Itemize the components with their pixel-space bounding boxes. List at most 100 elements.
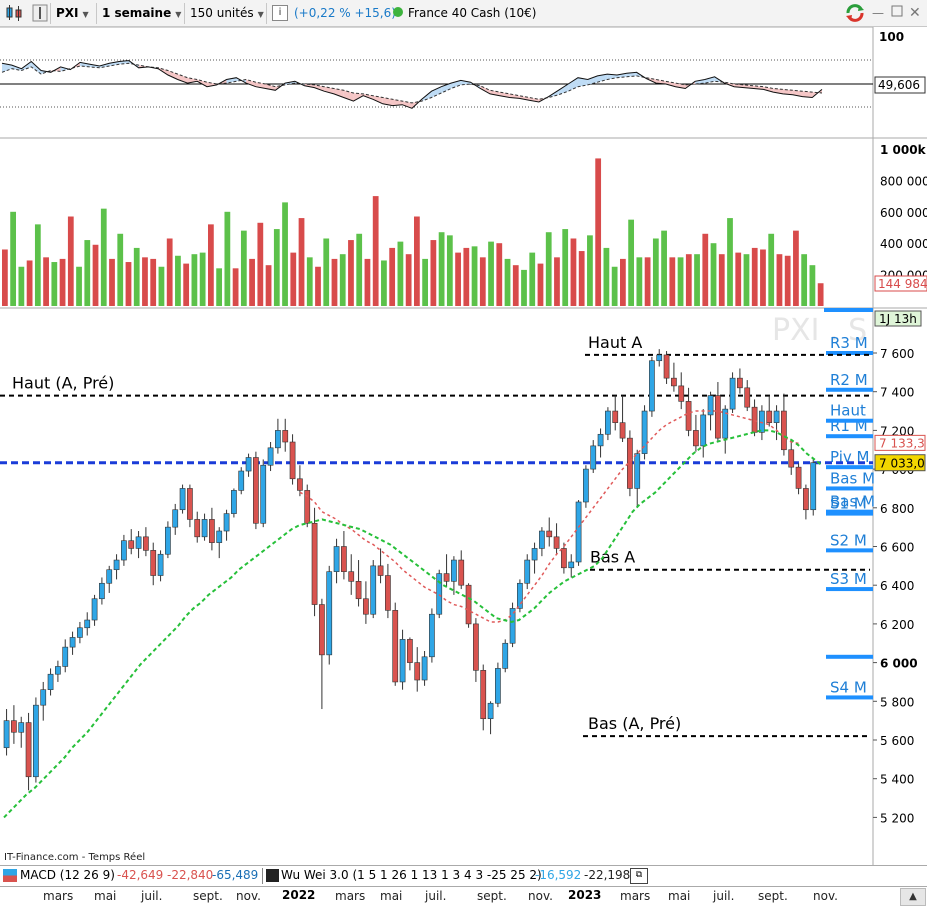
pivot-bar [826, 465, 873, 470]
osc-fill [177, 74, 188, 84]
volume-bar [306, 257, 313, 306]
candle [546, 530, 553, 538]
volume-bar [628, 219, 635, 306]
volume-bar [84, 240, 91, 306]
scroll-up-icon[interactable]: ▲ [900, 888, 926, 906]
candle [355, 581, 362, 600]
symbol-select[interactable]: PXI ▼ [56, 4, 89, 22]
osc-fill [246, 79, 256, 87]
candle [575, 501, 582, 563]
volume-bar [323, 238, 330, 306]
candle [172, 509, 179, 528]
macd-icon [3, 869, 17, 882]
osc-fill [782, 89, 793, 95]
pivot-label: S3 M [830, 570, 867, 588]
candle [238, 470, 245, 491]
osc-fill [207, 82, 217, 87]
settings-icon[interactable] [32, 3, 48, 22]
candle [363, 598, 369, 615]
candle [795, 466, 802, 489]
volume-bar [471, 246, 478, 306]
x-axis-month-label: nov. [236, 889, 261, 903]
macd-value-3: -65,489 [212, 868, 259, 882]
candle [495, 668, 501, 704]
candle [84, 619, 91, 629]
volume-bar [710, 243, 717, 306]
wuwei-label[interactable]: Wu Wei 3.0 (1 5 1 26 1 13 1 3 4 3 -25 25… [281, 868, 542, 882]
volume-bar [265, 265, 272, 306]
countdown-box [874, 310, 922, 327]
volume-bar [142, 257, 148, 306]
volume-bar [232, 268, 239, 306]
restore-icon[interactable] [891, 4, 903, 22]
candle [465, 584, 472, 625]
volume-bar [488, 241, 494, 306]
volume-bar [512, 265, 519, 306]
candle [597, 433, 604, 447]
pivot-label: R3 M [830, 334, 868, 352]
volume-bar [595, 158, 602, 306]
candle [157, 553, 164, 576]
chevron-down-icon: ▼ [175, 10, 182, 19]
units-select[interactable]: 150 unités ▼ [190, 4, 264, 22]
volume-bar [727, 218, 733, 306]
volume-bar [282, 202, 288, 306]
ma-value-box [874, 434, 926, 451]
osc-signal-line [1, 62, 823, 104]
volume-bar [133, 247, 140, 306]
candle [649, 360, 655, 412]
candle [590, 445, 597, 470]
volume-bar [422, 258, 429, 306]
osc-fill [597, 74, 608, 83]
countdown-label: 1J 13h [879, 312, 917, 326]
candle [121, 540, 127, 561]
refresh-icon[interactable] [844, 3, 866, 22]
candle [370, 565, 377, 615]
x-axis-month-label: mai [94, 889, 117, 903]
osc-value-label: 49,606 [878, 78, 920, 92]
osc-fill [31, 61, 42, 75]
volume-bar [570, 238, 577, 306]
candle [663, 354, 670, 379]
candle [348, 571, 355, 582]
osc-fill [558, 84, 569, 95]
window-icon[interactable]: ⧉ [630, 868, 648, 884]
candlestick-icon[interactable] [4, 3, 24, 21]
candle [605, 410, 611, 435]
minimize-icon[interactable]: — [872, 6, 884, 20]
candle [612, 410, 619, 423]
volume-bar [455, 252, 461, 306]
volume-bar [298, 218, 305, 306]
volume-bar [677, 257, 684, 306]
candle [106, 569, 113, 584]
x-axis-month-label: juil. [713, 889, 735, 903]
watermark: PXI . S [772, 313, 867, 348]
volume-bar [620, 258, 626, 306]
macd-label[interactable]: MACD (12 26 9) [20, 868, 115, 882]
info-icon[interactable]: i [272, 5, 288, 21]
pivot-bar [826, 351, 873, 355]
volume-bar [100, 208, 107, 306]
volume-bar [685, 254, 692, 306]
candle [715, 395, 721, 439]
volume-bar [735, 252, 742, 306]
osc-fill [529, 97, 539, 102]
candle [275, 430, 281, 449]
price-tick-label: 7 400 [880, 386, 914, 400]
close-icon[interactable]: ✕ [909, 5, 921, 21]
candle [297, 478, 303, 491]
period-select[interactable]: 1 semaine ▼ [102, 4, 181, 22]
price-tick-label: 6 600 [880, 541, 914, 555]
change-value: (+0,22 % +15,6) [294, 6, 396, 20]
candle [744, 387, 751, 408]
candle [502, 642, 509, 669]
candle [487, 702, 494, 720]
volume-bar [768, 233, 775, 306]
candle [700, 414, 707, 447]
volume-value-label: 144 984 [878, 277, 927, 291]
candle [333, 546, 340, 572]
volume-bar [793, 230, 799, 306]
pivot-bar [826, 434, 873, 439]
pivot-label: S1 M [830, 495, 867, 513]
